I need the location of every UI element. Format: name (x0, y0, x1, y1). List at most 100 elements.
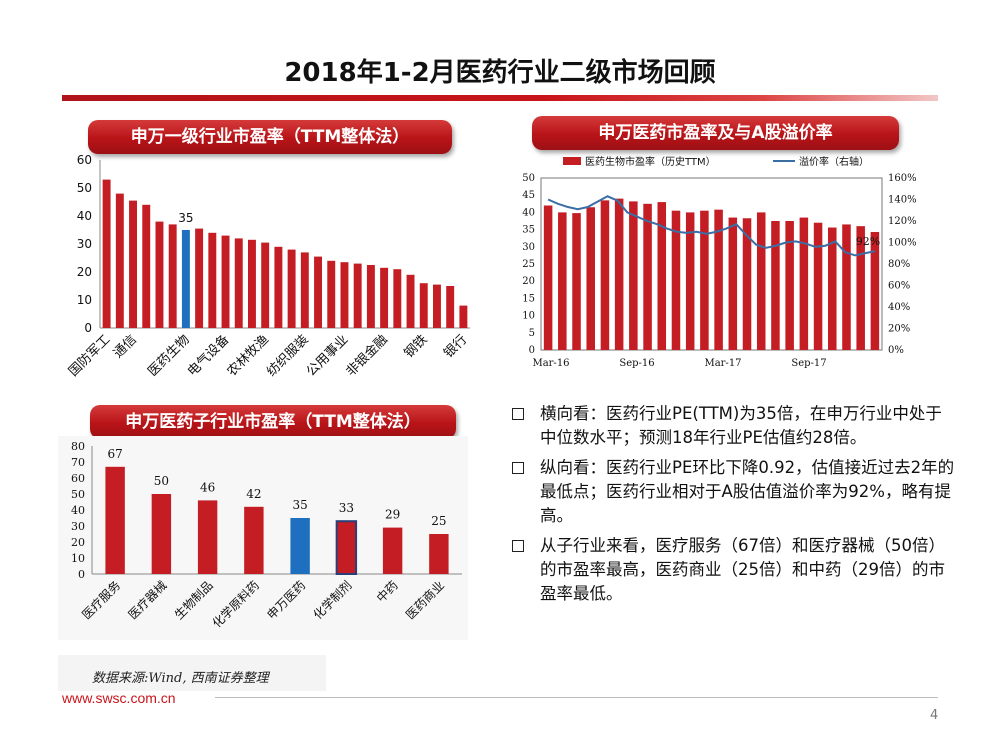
bar (685, 212, 695, 350)
bar (429, 534, 449, 574)
checkbox-bullet-icon (512, 462, 524, 474)
bar (274, 246, 283, 328)
company-url[interactable]: www.swsc.com.cn (62, 690, 176, 706)
legend-swatch (563, 157, 581, 165)
x-tick-label: 生物制品 (172, 578, 216, 622)
data-label: 46 (200, 480, 215, 494)
y2-tick-label: 140% (888, 195, 917, 206)
x-tick-label: 化学制剂 (310, 578, 355, 623)
bar (115, 193, 124, 328)
y2-tick-label: 120% (888, 216, 917, 227)
bar (742, 218, 752, 350)
bar (657, 202, 667, 350)
bar (208, 232, 217, 328)
bar (629, 201, 638, 350)
data-label: 35 (178, 211, 193, 225)
data-label: 35 (292, 498, 307, 512)
checkbox-bullet-icon (512, 408, 524, 420)
y2-tick-label: 40% (888, 302, 910, 313)
bar (842, 224, 851, 350)
x-tick-label: 医疗器械 (125, 578, 170, 623)
bar (151, 494, 172, 574)
y-tick-label: 20 (71, 536, 85, 549)
title-underline (62, 95, 938, 101)
bar (261, 242, 270, 328)
industry-pe-panel-title: 申万一级行业市盈率（TTM整体法） (88, 120, 452, 154)
y-tick-label: 10 (71, 552, 85, 565)
x-tick-label: 钢铁 (402, 332, 431, 361)
x-tick-label: 化学原料药 (209, 578, 262, 631)
bar (105, 466, 125, 574)
bar (340, 262, 349, 328)
x-tick-label: Sep-17 (791, 358, 826, 369)
y-tick-label: 30 (522, 242, 535, 253)
bar (335, 520, 358, 575)
bar (799, 217, 809, 350)
bar (813, 222, 823, 350)
y-tick-label: 5 (529, 328, 535, 339)
subsector-pe-panel-title: 申万医药子行业市盈率（TTM整体法） (90, 405, 456, 439)
x-tick-label: 国防军工 (65, 332, 113, 380)
y-tick-label: 20 (522, 276, 535, 287)
x-tick-label: 中药 (373, 578, 401, 606)
bar (714, 209, 723, 350)
y2-tick-label: 0% (888, 345, 904, 356)
y-tick-label: 30 (71, 520, 85, 533)
bar (643, 203, 652, 350)
bar (756, 212, 766, 350)
bar (380, 267, 389, 328)
bar (155, 221, 164, 328)
x-tick-label: Mar-17 (704, 358, 741, 369)
bar (168, 224, 177, 328)
y2-tick-label: 100% (888, 238, 917, 249)
data-label: 42 (246, 487, 261, 501)
y-tick-label: 10 (522, 311, 535, 322)
data-label: 33 (339, 501, 354, 515)
bar (406, 274, 415, 328)
data-label: 92% (856, 235, 880, 248)
bar (248, 239, 256, 328)
y-tick-label: 30 (77, 237, 92, 251)
bar (856, 226, 865, 350)
bar (700, 210, 709, 350)
subsector-pe-chart: 0 10 20 30 40 50 60 70 80 67 医疗服务 50 医疗器械 46 生物制品 42 化学原… (58, 436, 468, 640)
bar (446, 286, 455, 328)
x-tick-label: 公用事业 (304, 332, 351, 379)
y-tick-label: 20 (77, 265, 92, 279)
bar (785, 221, 794, 350)
y-tick-label: 35 (522, 225, 535, 236)
bar (771, 221, 780, 350)
y-tick-label: 0 (84, 321, 92, 335)
data-label: 50 (154, 474, 169, 488)
source-background (58, 655, 326, 691)
y-tick-label: 70 (71, 456, 85, 469)
bar (870, 232, 880, 350)
bar (287, 249, 296, 328)
bar (543, 205, 553, 350)
y-tick-label: 40 (71, 504, 85, 517)
bar (600, 200, 610, 350)
page-number: 4 (930, 708, 939, 723)
bar (433, 284, 441, 328)
bar (382, 527, 403, 574)
x-tick-label: Sep-16 (619, 358, 654, 369)
data-label: 29 (385, 508, 400, 522)
bar (244, 506, 264, 574)
bar (586, 207, 595, 350)
commentary-list: 横向看：医药行业PE(TTM)为35倍，在申万行业中处于中位数水平；预测18年行… (510, 402, 955, 612)
bar (327, 260, 336, 328)
bar (221, 235, 230, 328)
commentary-text: 纵向看：医药行业PE环比下降0.92，估值接近过去2年的最低点；医药行业相对于A… (540, 458, 955, 525)
bar (572, 213, 581, 350)
bar (558, 212, 567, 350)
bar (366, 265, 375, 328)
y-tick-label: 10 (77, 293, 92, 307)
pe-premium-panel-title: 申万医药市盈率及与A股溢价率 (532, 116, 899, 150)
bar (393, 269, 402, 328)
y2-tick-label: 20% (888, 324, 910, 335)
y-tick-label: 60 (77, 153, 92, 167)
y-tick-label: 25 (522, 259, 535, 270)
bar (828, 227, 837, 350)
x-tick-label: 非银金融 (343, 332, 391, 380)
y-tick-label: 0 (78, 568, 85, 581)
